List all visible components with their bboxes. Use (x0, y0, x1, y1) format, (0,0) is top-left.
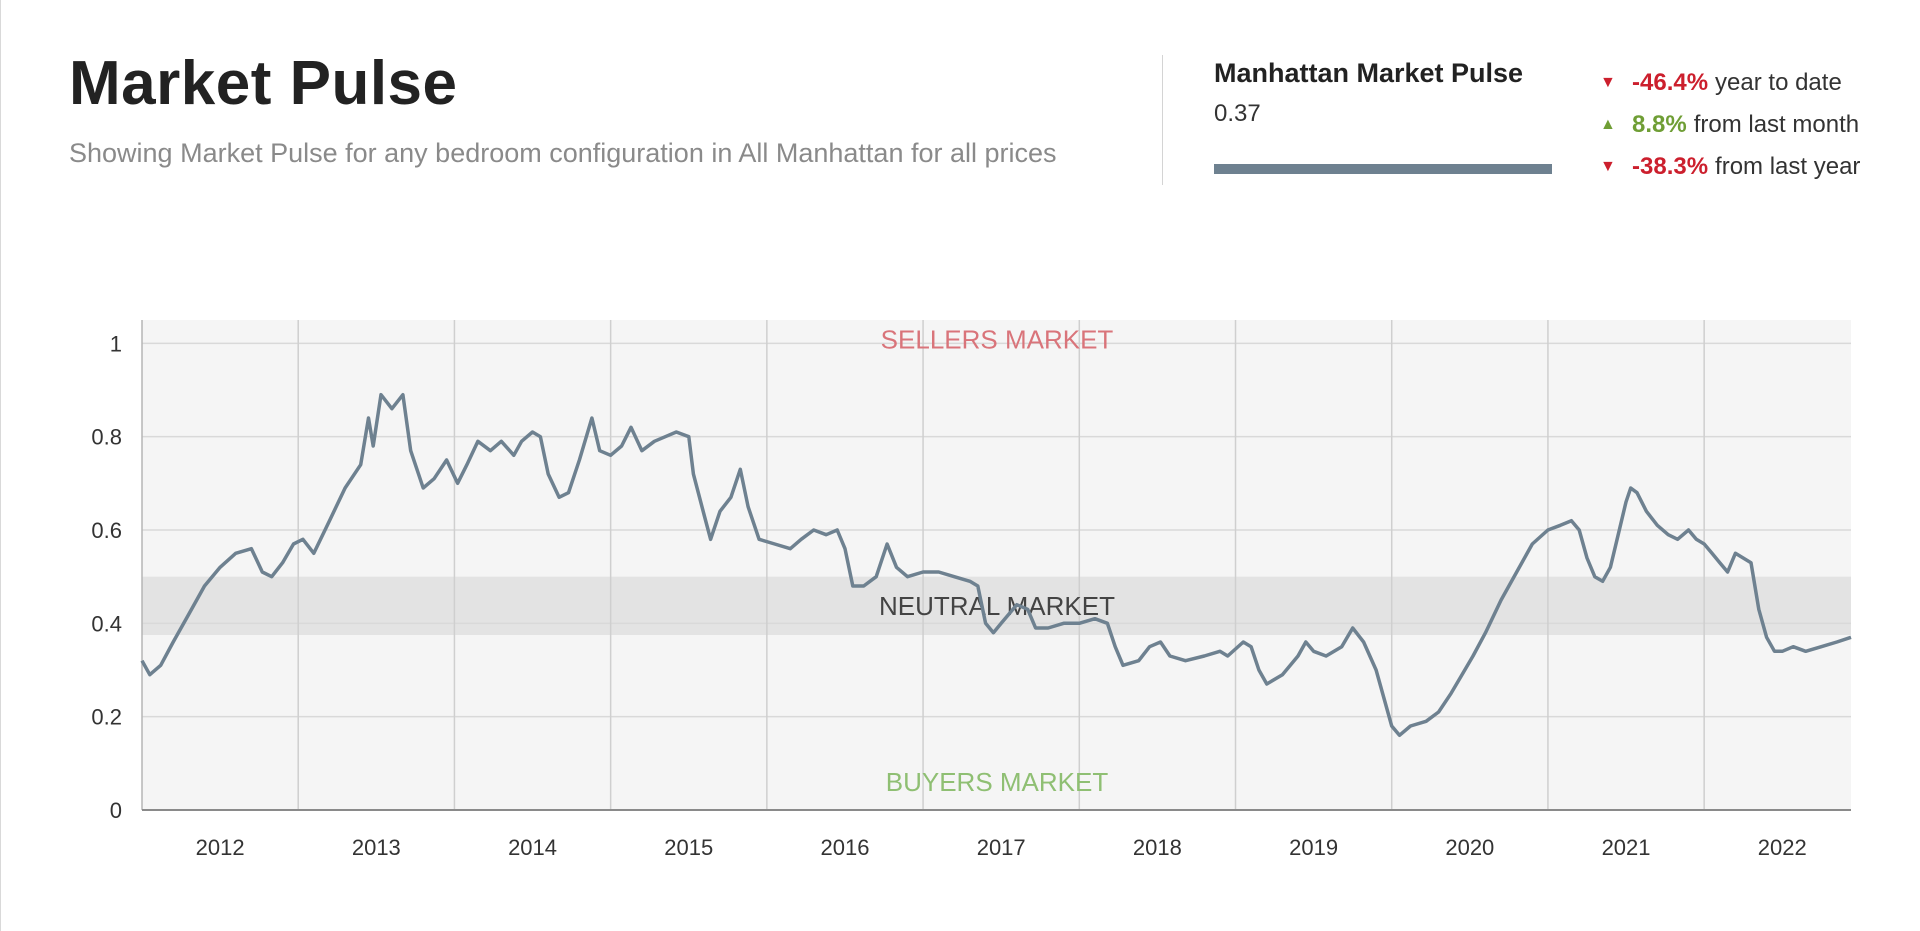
stat-label: from last year (1715, 153, 1861, 180)
x-tick-label: 2022 (1758, 835, 1807, 860)
neutral-band (142, 576, 1851, 635)
x-tick-label: 2014 (508, 835, 557, 860)
plot-area (142, 320, 1851, 810)
x-tick-label: 2015 (664, 835, 713, 860)
summary-bar (1214, 164, 1552, 174)
x-tick-label: 2017 (977, 835, 1026, 860)
stat-label: from last month (1693, 111, 1860, 138)
stat-percent: -38.3% (1632, 153, 1709, 180)
stat-percent: -46.4% (1632, 69, 1709, 96)
stat-label: year to date (1715, 69, 1842, 96)
summary-title: Manhattan Market Pulse (1214, 58, 1524, 88)
x-tick-label: 2018 (1133, 835, 1182, 860)
y-tick-label: 0.6 (91, 518, 122, 543)
x-tick-label: 2012 (196, 835, 245, 860)
stat-percent: 8.8% (1632, 111, 1687, 138)
buyers-market-label: BUYERS MARKET (886, 767, 1109, 797)
summary-bar-fill (1214, 164, 1552, 174)
up-triangle-icon: ▲ (1600, 116, 1616, 133)
y-tick-label: 0 (110, 798, 122, 823)
page-subtitle: Showing Market Pulse for any bedroom con… (69, 138, 1057, 168)
neutral-market-label: NEUTRAL MARKET (879, 591, 1115, 621)
x-tick-label: 2019 (1289, 835, 1338, 860)
y-tick-label: 0.8 (91, 425, 122, 450)
stat-last-year: ▼ -38.3% from last year (1600, 146, 1860, 188)
left-border (0, 0, 1, 931)
x-tick-label: 2013 (352, 835, 401, 860)
x-tick-label: 2016 (820, 835, 869, 860)
stat-last-month: ▲ 8.8% from last month (1600, 104, 1860, 146)
down-triangle-icon: ▼ (1600, 74, 1616, 91)
y-tick-label: 1 (110, 331, 122, 356)
sellers-market-label: SELLERS MARKET (881, 324, 1114, 354)
x-tick-label: 2021 (1602, 835, 1651, 860)
market-pulse-line (140, 392, 1852, 738)
change-stats: ▼ -46.4% year to date ▲ 8.8% from last m… (1600, 62, 1860, 188)
stat-ytd: ▼ -46.4% year to date (1600, 62, 1860, 104)
y-tick-label: 0.2 (91, 705, 122, 730)
down-triangle-icon: ▼ (1600, 158, 1616, 175)
header-divider (1162, 55, 1163, 185)
summary-value: 0.37 (1214, 100, 1261, 127)
page-title: Market Pulse (69, 49, 458, 118)
y-tick-label: 0.4 (91, 611, 122, 636)
x-tick-label: 2020 (1445, 835, 1494, 860)
